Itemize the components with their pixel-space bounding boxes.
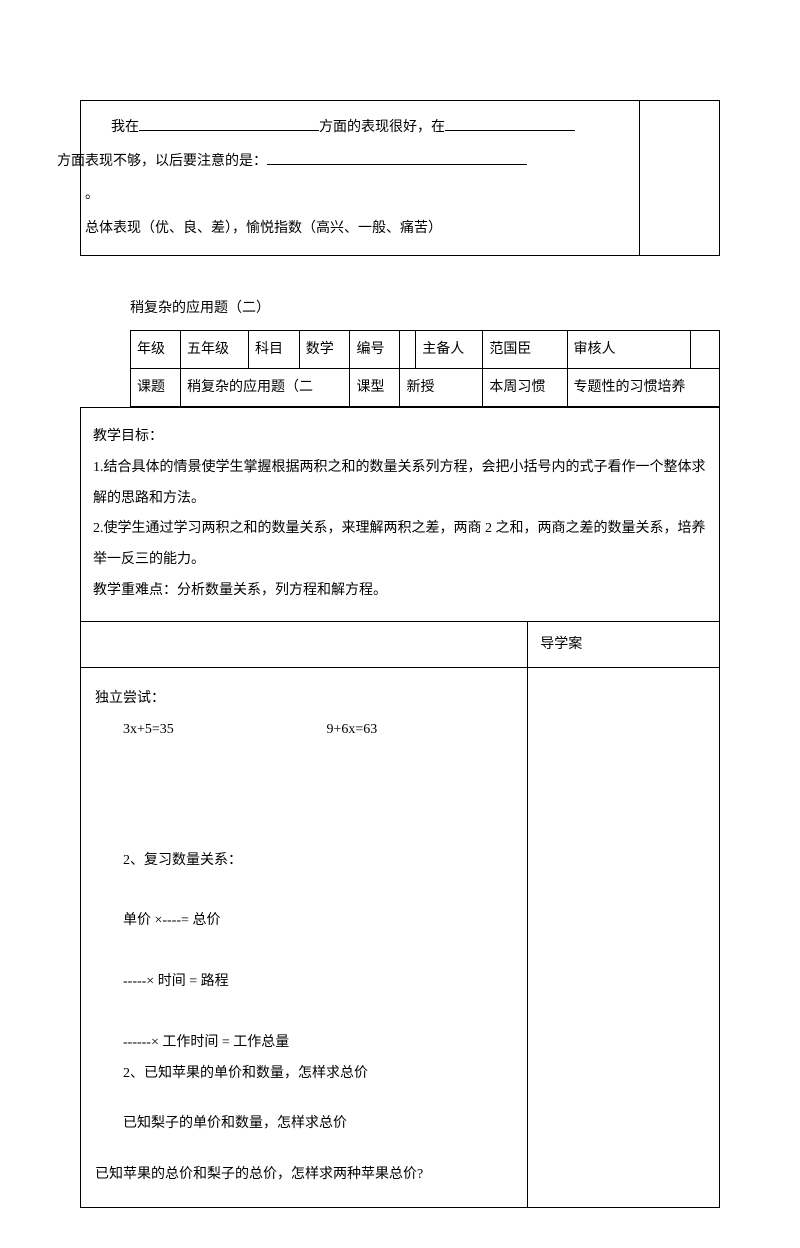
difficulty: 教学重难点：分析数量关系，列方程和解方程。 <box>93 576 707 607</box>
grade-label: 年级 <box>131 330 181 368</box>
goal-2: 2.使学生通过学习两积之和的数量关系，来理解两积之差，两商 2 之和，两商之差的… <box>93 514 707 576</box>
type-label: 课型 <box>350 368 400 406</box>
line2-prefix: 方面表现不够，以后要注意的是： <box>57 154 267 169</box>
habit-value: 专题性的习惯培养 <box>567 368 720 406</box>
blank-3[interactable] <box>267 148 527 165</box>
section-title: 稍复杂的应用题（二） <box>130 296 720 321</box>
grade-value: 五年级 <box>180 330 248 368</box>
self-evaluation-side <box>640 101 720 256</box>
line4: 总体表现（优、良、差），愉悦指数（高兴、一般、痛苦） <box>85 212 627 246</box>
relation-1: 单价 ×----= 总价 <box>123 906 513 937</box>
line1-mid: 方面的表现很好，在 <box>319 120 445 135</box>
subject-label: 科目 <box>249 330 300 368</box>
reviewer-label: 审核人 <box>567 330 690 368</box>
try-title: 独立尝试： <box>95 684 513 715</box>
line1-prefix: 我在 <box>111 120 139 135</box>
equation-2: 9+6x=63 <box>327 722 378 737</box>
self-evaluation-content: 我在方面的表现很好，在 方面表现不够，以后要注意的是： 。 总体表现（优、良、差… <box>81 101 640 256</box>
review-title: 2、复习数量关系： <box>123 846 513 877</box>
relation-3: ------× 工作时间 = 工作总量 <box>123 1028 513 1059</box>
blank-2[interactable] <box>445 114 575 131</box>
question-1: 2、已知苹果的单价和数量，怎样求总价 <box>123 1059 513 1090</box>
lesson-header-table: 年级 五年级 科目 数学 编号 主备人 范国臣 审核人 课题 稍复杂的应用题（二… <box>130 330 720 407</box>
teaching-goals: 教学目标： 1.结合具体的情景使学生掌握根据两积之和的数量关系列方程，会把小括号… <box>81 407 720 621</box>
equation-1: 3x+5=35 <box>123 715 323 746</box>
habit-label: 本周习惯 <box>483 368 567 406</box>
author-label: 主备人 <box>416 330 483 368</box>
subject-value: 数学 <box>299 330 350 368</box>
lesson-content: 独立尝试： 3x+5=35 9+6x=63 2、复习数量关系： 单价 ×----… <box>81 667 528 1207</box>
goal-1: 1.结合具体的情景使学生掌握根据两积之和的数量关系列方程，会把小括号内的式子看作… <box>93 453 707 515</box>
guide-header: 导学案 <box>528 621 720 667</box>
topic-value: 稍复杂的应用题（二 <box>180 368 349 406</box>
question-3: 已知苹果的总价和梨子的总价，怎样求两种苹果总价? <box>95 1160 513 1191</box>
blank-1[interactable] <box>139 114 319 131</box>
number-value <box>400 330 416 368</box>
goals-title: 教学目标： <box>93 422 707 453</box>
empty-header-left <box>81 621 528 667</box>
line3: 。 <box>85 178 627 212</box>
author-value: 范国臣 <box>483 330 567 368</box>
table-row: 年级 五年级 科目 数学 编号 主备人 范国臣 审核人 <box>131 330 720 368</box>
topic-label: 课题 <box>131 368 181 406</box>
question-2: 已知梨子的单价和数量，怎样求总价 <box>123 1109 513 1140</box>
reviewer-value <box>690 330 719 368</box>
content-table: 教学目标： 1.结合具体的情景使学生掌握根据两积之和的数量关系列方程，会把小括号… <box>80 407 720 1208</box>
number-label: 编号 <box>350 330 400 368</box>
guide-content <box>528 667 720 1207</box>
type-value: 新授 <box>400 368 483 406</box>
self-evaluation-box: 我在方面的表现很好，在 方面表现不够，以后要注意的是： 。 总体表现（优、良、差… <box>80 100 720 256</box>
relation-2: -----× 时间 = 路程 <box>123 967 513 998</box>
table-row: 课题 稍复杂的应用题（二 课型 新授 本周习惯 专题性的习惯培养 <box>131 368 720 406</box>
